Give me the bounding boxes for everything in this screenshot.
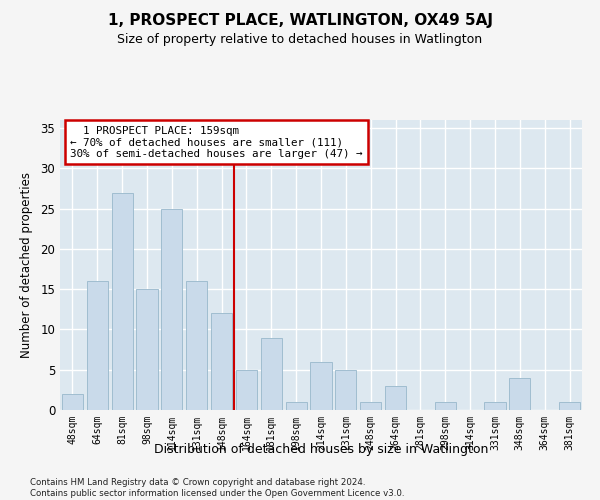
- Bar: [559, 402, 580, 410]
- Text: Distribution of detached houses by size in Watlington: Distribution of detached houses by size …: [154, 442, 488, 456]
- Bar: [335, 370, 356, 410]
- Bar: [236, 370, 257, 410]
- Bar: [186, 281, 207, 410]
- Text: Size of property relative to detached houses in Watlington: Size of property relative to detached ho…: [118, 32, 482, 46]
- Bar: [484, 402, 506, 410]
- Bar: [211, 314, 232, 410]
- Bar: [360, 402, 381, 410]
- Bar: [286, 402, 307, 410]
- Bar: [435, 402, 456, 410]
- Bar: [310, 362, 332, 410]
- Bar: [161, 208, 182, 410]
- Text: 1, PROSPECT PLACE, WATLINGTON, OX49 5AJ: 1, PROSPECT PLACE, WATLINGTON, OX49 5AJ: [107, 12, 493, 28]
- Y-axis label: Number of detached properties: Number of detached properties: [20, 172, 34, 358]
- Bar: [261, 338, 282, 410]
- Bar: [112, 192, 133, 410]
- Bar: [62, 394, 83, 410]
- Bar: [87, 281, 108, 410]
- Bar: [136, 289, 158, 410]
- Text: 1 PROSPECT PLACE: 159sqm
← 70% of detached houses are smaller (111)
30% of semi-: 1 PROSPECT PLACE: 159sqm ← 70% of detach…: [70, 126, 363, 159]
- Text: Contains HM Land Registry data © Crown copyright and database right 2024.
Contai: Contains HM Land Registry data © Crown c…: [30, 478, 404, 498]
- Bar: [509, 378, 530, 410]
- Bar: [385, 386, 406, 410]
